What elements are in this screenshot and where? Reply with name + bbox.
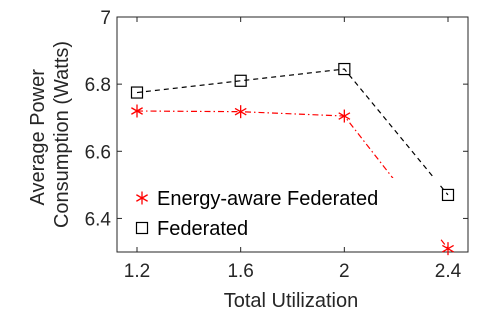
data-point-energy-aware-federated bbox=[338, 109, 351, 123]
axes: 1.2 1.6 2 2.4 6.4 6.6 6.8 7 bbox=[85, 8, 469, 282]
y-tick-label: 7 bbox=[100, 8, 111, 29]
y-axis-label-line-2: Consumption (Watts) bbox=[51, 41, 73, 228]
y-tick-label: 6.6 bbox=[85, 142, 111, 163]
x-axis-label: Total Utilization bbox=[224, 290, 359, 312]
legend-label-energy-aware-federated: Energy-aware Federated bbox=[157, 188, 378, 210]
x-tick-label: 1.2 bbox=[124, 261, 150, 282]
legend-box bbox=[122, 178, 440, 244]
x-tick-label: 2 bbox=[339, 261, 350, 282]
data-point-federated bbox=[234, 74, 247, 87]
series-line-federated bbox=[136, 68, 449, 196]
series-layer bbox=[130, 62, 455, 256]
data-point-energy-aware-federated bbox=[131, 104, 143, 118]
y-axis-label-line-1: Average Power bbox=[27, 69, 49, 206]
legend-label-federated: Federated bbox=[157, 218, 248, 240]
legend-marker-energy-aware-federated bbox=[136, 191, 148, 205]
plot-frame bbox=[116, 16, 469, 253]
legend-marker-federated bbox=[135, 221, 149, 235]
y-tick-label: 6.4 bbox=[85, 209, 112, 230]
x-tick-label: 2.4 bbox=[435, 261, 462, 282]
x-tick-label: 1.6 bbox=[227, 261, 253, 282]
data-point-federated bbox=[441, 188, 455, 202]
y-axis-label: Average Power Consumption (Watts) bbox=[27, 41, 73, 228]
data-point-energy-aware-federated bbox=[442, 242, 454, 256]
data-point-federated bbox=[338, 62, 351, 76]
y-tick-label: 6.8 bbox=[85, 75, 111, 96]
data-point-federated bbox=[130, 86, 144, 99]
legend: Energy-aware Federated Federated bbox=[122, 178, 440, 244]
data-point-energy-aware-federated bbox=[234, 105, 247, 119]
